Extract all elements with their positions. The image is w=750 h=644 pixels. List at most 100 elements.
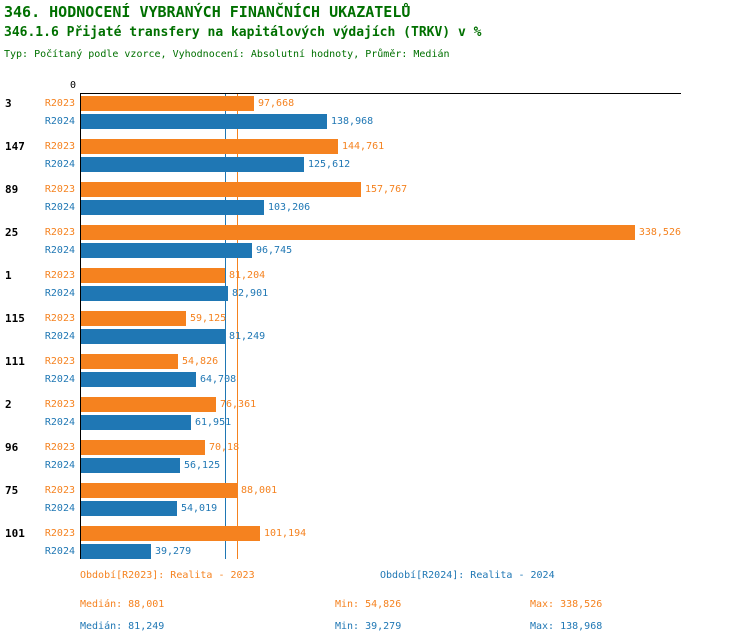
legend-median-r2024: Medián: 81,249 (80, 621, 165, 632)
value-label: 81,249 (229, 331, 266, 342)
category-label: 111 (5, 355, 25, 368)
series-label-r2024: R2024 (44, 503, 75, 514)
category-label: 3 (5, 97, 12, 110)
value-label: 56,125 (184, 460, 221, 471)
series-label-r2024: R2024 (44, 546, 75, 557)
legend-median-r2023: Medián: 88,001 (80, 599, 165, 610)
bar-group: 75 R2023 88,001 R2024 54,019 (5, 483, 681, 516)
value-label: 157,767 (365, 184, 408, 195)
bar-row-r2024: R2024 82,901 (45, 286, 681, 301)
value-label: 76,361 (220, 399, 257, 410)
series-label-r2024: R2024 (44, 288, 75, 299)
series-label-r2023: R2023 (44, 528, 75, 539)
legend-max-r2024: Max: 138,968 (530, 621, 603, 632)
bar-row-r2024: R2024 56,125 (45, 458, 681, 473)
bar-group: 115 R2023 59,125 R2024 81,249 (5, 311, 681, 344)
value-label: 97,668 (258, 98, 295, 109)
series-label-r2023: R2023 (44, 485, 75, 496)
value-label: 39,279 (155, 546, 192, 557)
bar-r2024 (81, 329, 225, 344)
value-label: 81,204 (229, 270, 266, 281)
bar-r2024 (81, 458, 180, 473)
category-label: 147 (5, 140, 25, 153)
series-label-r2023: R2023 (44, 227, 75, 238)
bar-r2024 (81, 114, 327, 129)
value-label: 88,001 (241, 485, 278, 496)
bar-r2024 (81, 372, 196, 387)
series-label-r2023: R2023 (44, 270, 75, 281)
bar-row-r2023: 111 R2023 54,826 (5, 354, 681, 369)
value-label: 61,951 (195, 417, 232, 428)
category-label: 25 (5, 226, 19, 239)
bar-group: 101 R2023 101,194 R2024 39,279 (5, 526, 681, 559)
bar-chart: 3 R2023 97,668 R2024 138,968 147 R2023 144,761 R… (0, 93, 750, 559)
bar-row-r2023: 1 R2023 81,204 (5, 268, 681, 283)
value-label: 82,901 (232, 288, 269, 299)
bar-r2023 (81, 440, 205, 455)
bar-r2023 (81, 483, 237, 498)
series-label-r2024: R2024 (44, 374, 75, 385)
series-label-r2024: R2024 (44, 460, 75, 471)
category-label: 1 (5, 269, 12, 282)
bar-group: 25 R2023 338,526 R2024 96,745 (5, 225, 681, 258)
category-label: 2 (5, 398, 12, 411)
bar-r2023 (81, 96, 254, 111)
bar-r2023 (81, 182, 361, 197)
bar-r2024 (81, 157, 304, 172)
series-label-r2024: R2024 (44, 245, 75, 256)
series-label-r2024: R2024 (44, 417, 75, 428)
bar-group: 2 R2023 76,361 R2024 61,951 (5, 397, 681, 430)
bar-row-r2023: 3 R2023 97,668 (5, 96, 681, 111)
bar-r2023 (81, 268, 225, 283)
bar-row-r2023: 89 R2023 157,767 (5, 182, 681, 197)
value-label: 103,206 (268, 202, 311, 213)
bar-row-r2024: R2024 81,249 (45, 329, 681, 344)
bar-r2024 (81, 501, 177, 516)
legend-period-r2023: Období[R2023]: Realita - 2023 (80, 570, 255, 581)
bar-r2023 (81, 526, 260, 541)
bar-row-r2023: 25 R2023 338,526 (5, 225, 681, 240)
median-line-r2024 (225, 94, 226, 559)
bar-row-r2024: R2024 138,968 (45, 114, 681, 129)
series-label-r2023: R2023 (44, 98, 75, 109)
series-label-r2023: R2023 (44, 356, 75, 367)
bar-r2024 (81, 415, 191, 430)
bar-row-r2024: R2024 54,019 (45, 501, 681, 516)
bar-group: 111 R2023 54,826 R2024 64,708 (5, 354, 681, 387)
bar-row-r2024: R2024 103,206 (45, 200, 681, 215)
bar-r2024 (81, 544, 151, 559)
series-label-r2024: R2024 (44, 331, 75, 342)
plot-area: 3 R2023 97,668 R2024 138,968 147 R2023 144,761 R… (5, 93, 681, 559)
legend-period-r2024: Období[R2024]: Realita - 2024 (380, 570, 555, 581)
bar-row-r2024: R2024 64,708 (45, 372, 681, 387)
series-label-r2023: R2023 (44, 184, 75, 195)
series-label-r2023: R2023 (44, 399, 75, 410)
category-label: 96 (5, 441, 19, 454)
bar-row-r2023: 96 R2023 70,18 (5, 440, 681, 455)
value-label: 101,194 (264, 528, 307, 539)
bar-r2024 (81, 286, 228, 301)
chart-meta: Typ: Počítaný podle vzorce, Vyhodnocení:… (4, 49, 450, 60)
bar-row-r2023: 2 R2023 76,361 (5, 397, 681, 412)
bar-r2023 (81, 225, 635, 240)
legend-max-r2023: Max: 338,526 (530, 599, 603, 610)
page-title: 346. HODNOCENÍ VYBRANÝCH FINANČNÍCH UKAZ… (4, 3, 411, 21)
x-axis-origin-label: 0 (70, 80, 77, 91)
value-label: 70,18 (209, 442, 240, 453)
value-label: 54,019 (181, 503, 218, 514)
value-label: 96,745 (256, 245, 293, 256)
category-label: 89 (5, 183, 19, 196)
bar-r2023 (81, 311, 186, 326)
series-label-r2023: R2023 (44, 313, 75, 324)
bar-row-r2024: R2024 61,951 (45, 415, 681, 430)
bar-row-r2023: 101 R2023 101,194 (5, 526, 681, 541)
bar-row-r2024: R2024 125,612 (45, 157, 681, 172)
value-label: 144,761 (342, 141, 385, 152)
page-subtitle: 346.1.6 Přijaté transfery na kapitálovýc… (4, 25, 482, 40)
bar-group: 3 R2023 97,668 R2024 138,968 (5, 96, 681, 129)
series-label-r2024: R2024 (44, 116, 75, 127)
series-label-r2023: R2023 (44, 141, 75, 152)
bar-group: 89 R2023 157,767 R2024 103,206 (5, 182, 681, 215)
bar-r2023 (81, 397, 216, 412)
